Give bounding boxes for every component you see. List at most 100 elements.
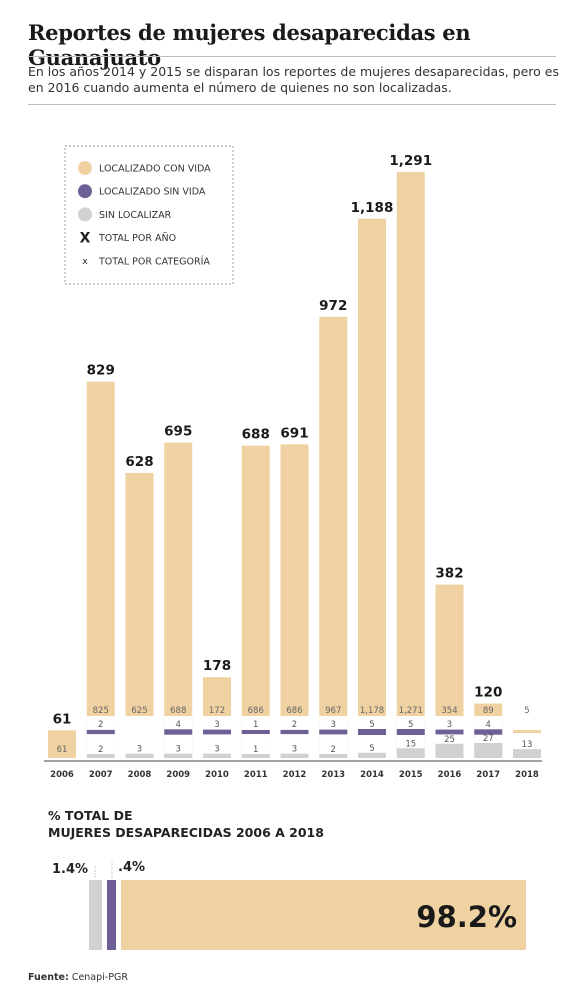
legend-label: LOCALIZADO CON VIDA [99, 164, 211, 175]
alive-label: 825 [93, 706, 109, 716]
bar-not-found [513, 749, 541, 758]
total-label: 695 [164, 424, 192, 440]
x-tick-label: 2010 [205, 770, 229, 780]
chart-legend: LOCALIZADO CON VIDA LOCALIZADO SIN VIDA SI… [64, 145, 234, 285]
pct-label-alive: 98.2% [416, 900, 517, 934]
bar-not-found [396, 748, 425, 758]
pct-title-line2: MUJERES DESAPARECIDAS 2006 A 2018 [48, 825, 324, 840]
legend-label: TOTAL POR AÑO [98, 233, 176, 244]
bar-dead [474, 729, 503, 735]
breakdown-panel [164, 716, 193, 758]
legend-swatch [78, 184, 92, 199]
percentage-chart: % TOTAL DE MUJERES DESAPARECIDAS 2006 A 2… [48, 808, 526, 950]
bar-dead [396, 729, 425, 735]
x-tick-label: 2011 [244, 770, 268, 780]
alive-label: 5 [524, 706, 529, 716]
bar-dead [319, 729, 348, 735]
dead-label: 1 [253, 720, 258, 730]
bar-not-found [164, 753, 193, 758]
bar-not-found [435, 743, 464, 758]
total-label: 628 [125, 454, 153, 470]
breakdown-panel [241, 716, 270, 758]
bar-alive-strip [513, 730, 541, 733]
breakdown-panel [358, 716, 386, 758]
total-label: 1,188 [351, 200, 394, 216]
breakdown-panel [125, 716, 154, 758]
legend-label: SIN LOCALIZAR [99, 210, 172, 221]
bar-not-found [86, 754, 115, 758]
bar-not-found [319, 754, 348, 758]
breakdown-panel [280, 716, 309, 758]
total-label: 972 [319, 298, 347, 314]
legend-label: LOCALIZADO SIN VIDA [99, 187, 206, 198]
bar-alive [125, 472, 154, 758]
x-tick-label: 2017 [476, 770, 500, 780]
dead-label: 4 [176, 720, 181, 730]
bar-alive [396, 172, 425, 758]
alive-label: 967 [325, 706, 341, 716]
not-found-label: 3 [137, 745, 142, 755]
not-found-label: 27 [483, 734, 494, 744]
page-title: Reportes de mujeres desaparecidas en Gua… [28, 20, 471, 70]
pct-bar-dead [107, 880, 116, 950]
dead-label: 3 [331, 720, 336, 730]
bar-alive [86, 381, 115, 758]
page-subtitle: En los años 2014 y 2015 se disparan los … [28, 64, 559, 95]
pct-bar-alive [121, 880, 526, 950]
dead-label: 2 [292, 720, 297, 730]
dead-label: 5 [408, 720, 413, 730]
dead-label: 5 [369, 720, 374, 730]
not-found-label: 3 [214, 745, 219, 755]
total-label: 61 [53, 711, 72, 727]
bar-alive [48, 730, 76, 758]
alive-label: 172 [209, 706, 225, 716]
total-label: 829 [87, 363, 115, 379]
total-label: 1,291 [389, 153, 432, 169]
alive-label: 686 [248, 706, 264, 716]
bar-not-found [280, 753, 309, 758]
dead-label: 4 [486, 720, 491, 730]
bar-dead [358, 729, 386, 735]
alive-label: 354 [441, 706, 457, 716]
x-tick-label: 2008 [128, 770, 152, 780]
alive-label: 688 [170, 706, 186, 716]
bar-dead [203, 729, 231, 735]
breakdown-panel [86, 716, 115, 758]
total-label: 178 [203, 658, 231, 674]
bar-dead [435, 729, 464, 735]
legend-label: TOTAL POR CATEGORÍA [98, 255, 210, 267]
alive-label: 1,271 [399, 706, 423, 716]
alive-label: 625 [131, 706, 147, 716]
not-found-label: 5 [369, 744, 374, 754]
dead-label: 2 [98, 720, 103, 730]
bar-alive [280, 444, 309, 758]
bar-alive [241, 445, 270, 758]
subtitle-divider [28, 104, 556, 105]
x-tick-label: 2016 [438, 770, 462, 780]
bar-dead [86, 729, 115, 735]
bar-not-found [203, 753, 231, 758]
x-tick-label: 2012 [283, 770, 307, 780]
x-tick-label: 2013 [321, 770, 345, 780]
legend-marker: X [80, 231, 91, 247]
source-value: Cenapi-PGR [71, 972, 128, 983]
bar-dead [241, 730, 270, 734]
x-tick-label: 2015 [399, 770, 423, 780]
total-label: 120 [474, 685, 502, 701]
total-label: 688 [242, 427, 270, 443]
bar-not-found [358, 752, 386, 758]
pct-title-line1: % TOTAL DE [48, 808, 133, 823]
not-found-label: 2 [331, 745, 336, 755]
x-tick-label: 2006 [50, 770, 74, 780]
legend-swatch [78, 207, 92, 222]
legend-marker: x [82, 257, 88, 267]
not-found-label: 25 [444, 735, 455, 745]
bar-alive [358, 218, 386, 758]
x-tick-label: 2009 [166, 770, 190, 780]
alive-label: 61 [57, 745, 68, 755]
bar-not-found [241, 754, 270, 758]
dead-label: 3 [447, 720, 452, 730]
bar-not-found [125, 753, 154, 758]
not-found-label: 15 [405, 739, 416, 749]
